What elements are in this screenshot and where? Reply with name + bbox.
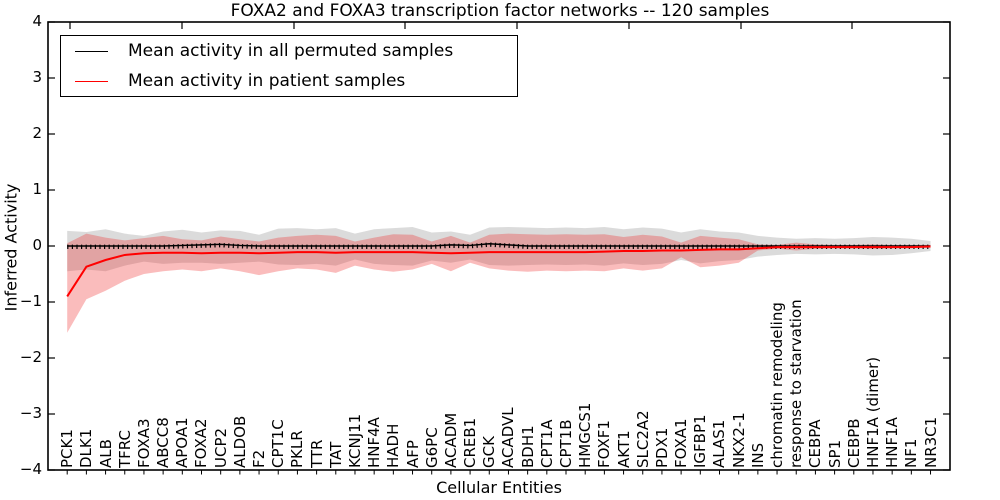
x-tick-label: PDX1	[652, 427, 671, 468]
x-tick-label: chromatin remodeling	[768, 302, 787, 468]
y-tick-label: 4	[32, 12, 42, 30]
y-tick-label: 1	[32, 180, 42, 198]
legend-item-permuted: Mean activity in all permuted samples	[61, 36, 517, 66]
y-tick-label: −2	[19, 348, 42, 366]
x-tick-label: GCK	[480, 436, 499, 468]
legend: Mean activity in all permuted samples Me…	[60, 35, 518, 97]
x-tick-label: DLK1	[77, 428, 96, 468]
x-tick-label: HMGCS1	[576, 402, 595, 468]
x-tick-label: CPT1A	[537, 419, 556, 469]
x-tick-label: ALAS1	[710, 419, 729, 468]
x-tick-label: AKT1	[614, 430, 633, 468]
y-tick-label: −4	[19, 460, 42, 478]
x-tick-label: CEBPA	[806, 419, 825, 468]
x-tick-label: FOXA1	[672, 418, 691, 468]
permuted-samples-range-band	[67, 226, 931, 272]
y-tick-label: 0	[32, 236, 42, 254]
x-tick-label: IGFBP1	[691, 414, 710, 468]
legend-label-permuted: Mean activity in all permuted samples	[128, 41, 454, 61]
x-axis-label: Cellular Entities	[436, 478, 562, 497]
x-tick-label: CPT1B	[557, 419, 575, 468]
x-tick-label: PCK1	[58, 429, 77, 468]
x-tick-label: TAT	[326, 441, 345, 468]
x-tick-label: NR3C1	[921, 416, 940, 468]
y-tick-label: −1	[19, 292, 42, 310]
permuted-mean-line	[67, 243, 931, 247]
x-tick-label: ALDOB	[230, 415, 249, 468]
x-tick-label: HNF4A	[365, 417, 384, 468]
x-tick-label: KCNJ11	[345, 413, 364, 468]
x-tick-label: NF1	[902, 438, 921, 468]
x-tick-label: TFRC	[115, 430, 134, 468]
x-tick-label: NKX2-1	[729, 412, 748, 468]
x-tick-label: FOXA2	[192, 418, 211, 468]
x-tick-label: F2	[250, 449, 269, 468]
x-tick-label: ACADM	[441, 412, 460, 468]
x-tick-label: HNF1A (dimer)	[863, 356, 882, 468]
legend-item-patient: Mean activity in patient samples	[61, 66, 517, 96]
x-tick-label: SP1	[825, 439, 844, 468]
x-tick-label: APOA1	[173, 417, 192, 468]
x-tick-label: G6PC	[422, 427, 441, 468]
x-tick-label: UCP2	[211, 427, 230, 468]
x-tick-label: FOXF1	[595, 420, 614, 468]
y-tick-label: 3	[32, 68, 42, 86]
chart-title: FOXA2 and FOXA3 transcription factor net…	[230, 1, 770, 21]
patient-mean-line	[66, 245, 931, 297]
x-tick-label: ACADVL	[499, 407, 518, 468]
x-tick-label: CEBPB	[844, 418, 863, 468]
x-tick-label: response to starvation	[787, 299, 806, 468]
x-tick-label: SLC2A2	[633, 410, 652, 468]
x-tick-label: FOXA3	[134, 418, 153, 468]
x-tick-label: TTR	[307, 439, 326, 468]
x-tick-label: ABCC8	[154, 417, 173, 468]
x-tick-label: AFP	[403, 440, 422, 468]
x-tick-label: BDH1	[518, 425, 537, 468]
y-tick-label: −3	[19, 404, 42, 422]
permuted-line-swatch	[75, 50, 108, 52]
x-tick-label: HADH	[384, 423, 403, 468]
x-tick-label: CPT1C	[269, 419, 288, 468]
x-tick-label: HNF1A	[883, 417, 902, 468]
x-tick-label: ALB	[96, 439, 115, 468]
x-tick-label: CREB1	[461, 417, 480, 468]
patient-line-swatch	[75, 80, 108, 82]
patient-samples-range-band	[67, 233, 931, 333]
y-tick-label: 2	[32, 124, 42, 142]
x-tick-label: PKLR	[288, 430, 307, 468]
x-tick-label: INS	[748, 442, 767, 468]
legend-label-patient: Mean activity in patient samples	[128, 71, 406, 91]
